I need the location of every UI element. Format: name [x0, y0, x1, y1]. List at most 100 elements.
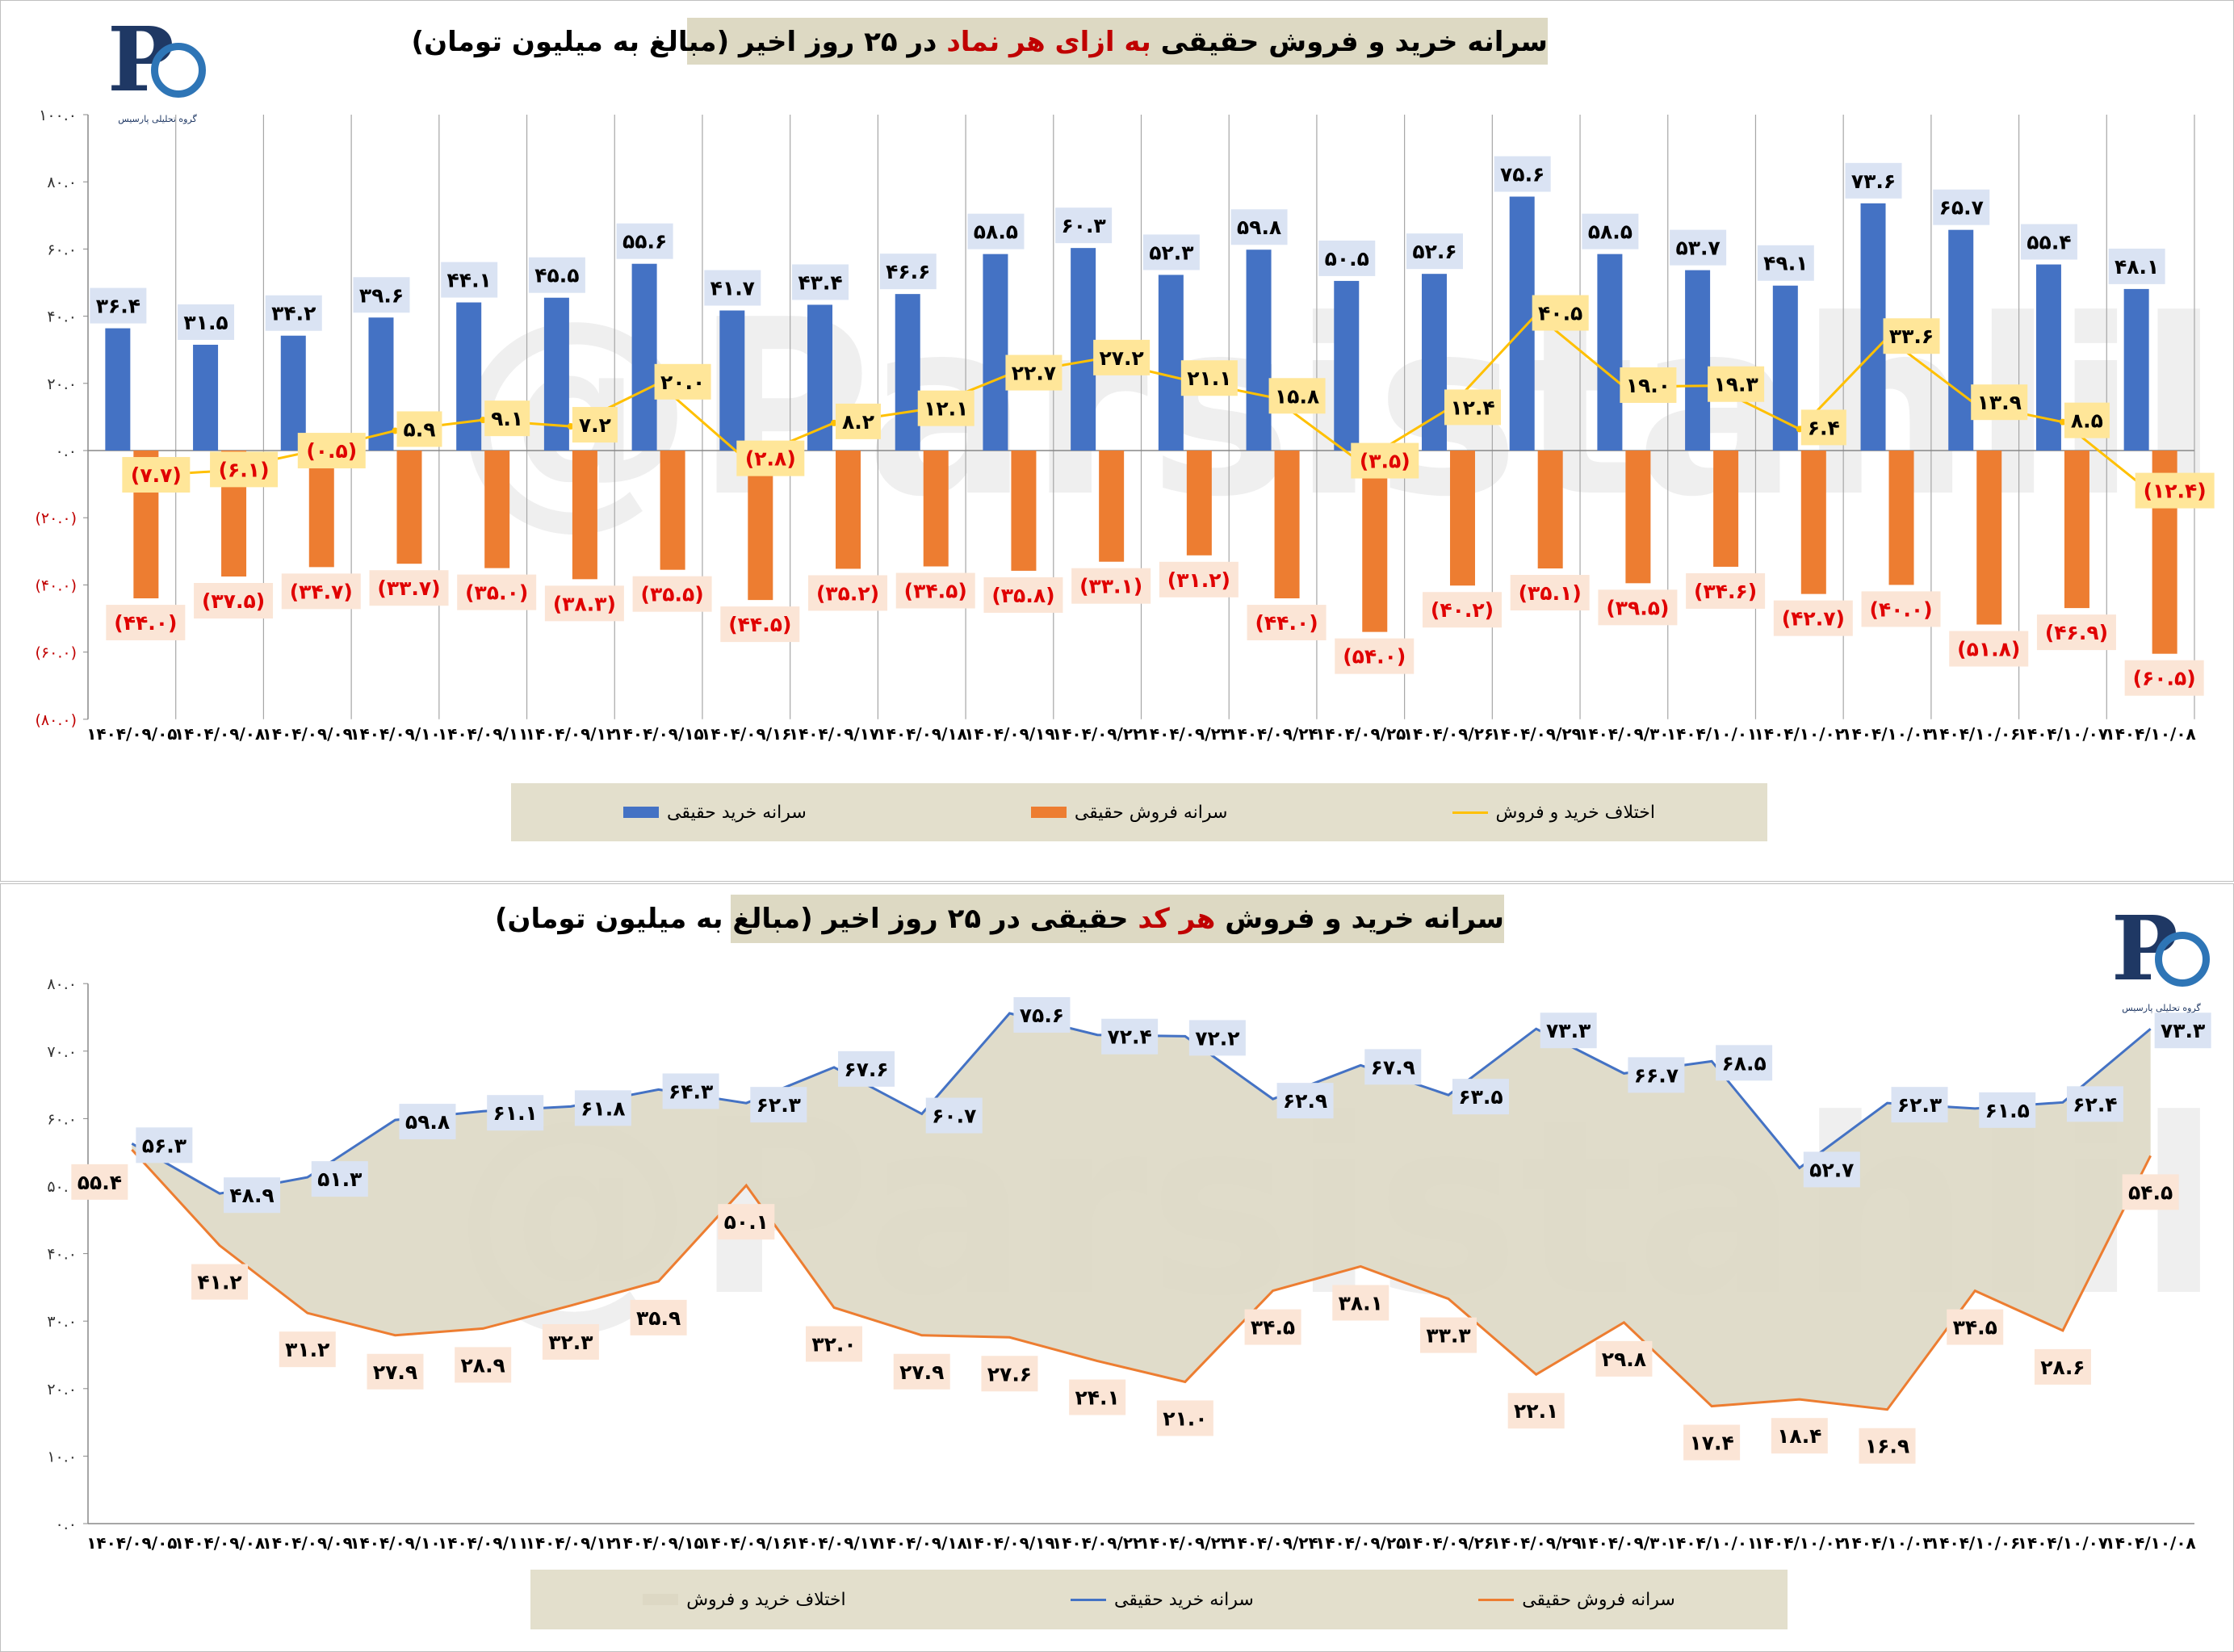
- data-label-diff: ۱۵.۸: [1275, 384, 1319, 408]
- data-label-sell: ۳۲.۳: [548, 1331, 593, 1354]
- data-label-sell-box: [1510, 575, 1590, 611]
- data-label-sell: (۳۴.۶): [1694, 580, 1757, 603]
- data-label-buy: ۵۲.۳: [1149, 241, 1193, 264]
- data-label-buy: ۶۳.۵: [1458, 1085, 1503, 1109]
- data-label-buy-box: [2066, 1086, 2123, 1122]
- legend-swatch-area: [643, 1594, 679, 1605]
- data-label-buy-box: [1230, 209, 1288, 245]
- data-label-sell-box: [981, 1356, 1038, 1392]
- data-label-diff-box: [1971, 384, 2028, 421]
- data-label-diff-box: [654, 363, 711, 400]
- data-label-sell-box: [367, 1353, 424, 1390]
- data-label-diff-box: [917, 390, 974, 426]
- bar-buy: [543, 297, 569, 451]
- y-tick-label: ۲۰.۰: [47, 1381, 77, 1398]
- bar-buy: [631, 263, 657, 451]
- bar-sell: [1186, 451, 1212, 556]
- x-tick-label: ۱۴۰۴/۱۰/۰۶: [1930, 1533, 2020, 1553]
- x-tick-label: ۱۴۰۴/۱۰/۰۷: [2018, 1533, 2108, 1553]
- x-tick-label: ۱۴۰۴/۱۰/۰۲: [1754, 724, 1845, 744]
- data-label-buy-box: [838, 1050, 895, 1087]
- y-tick-label: (۸۰.۰): [36, 711, 77, 729]
- bar-buy: [105, 328, 131, 451]
- legend-label: اختلاف خرید و فروش: [686, 1589, 846, 1610]
- data-label-buy: ۵۸.۵: [974, 220, 1018, 244]
- bar-buy: [1071, 248, 1096, 451]
- y-tick-label: ۰.۰: [56, 1516, 77, 1533]
- data-label-sell: ۳۵.۹: [636, 1306, 681, 1330]
- data-label-sell-box: [895, 572, 975, 609]
- legend-swatch-buy: [1071, 1598, 1106, 1601]
- legend-swatch-diff: [1452, 811, 1488, 814]
- legend-label: اختلاف خرید و فروش: [1495, 802, 1655, 823]
- data-label-sell: (۴۶.۹): [2045, 621, 2108, 644]
- x-tick-label: ۱۴۰۴/۰۹/۱۹: [964, 1533, 1054, 1553]
- data-label-buy-box: [2020, 224, 2077, 260]
- data-label-buy: ۶۱.۱: [493, 1101, 538, 1125]
- x-tick-label: ۱۴۰۴/۱۰/۰۱: [1666, 724, 1757, 744]
- bar-buy: [1948, 229, 1974, 451]
- data-label-buy: ۶۰.۷: [932, 1105, 976, 1128]
- x-tick-label: ۱۴۰۴/۰۹/۳۰: [1578, 724, 1669, 744]
- bar-buy: [1334, 280, 1360, 451]
- title-text: سرانه خرید و فروش حقیقی: [1151, 26, 1548, 58]
- legend-per-code: اختلاف خرید و فروش سرانه خرید حقیقی سران…: [530, 1570, 1788, 1629]
- x-tick-label: ۱۴۰۴/۰۹/۱۶: [701, 724, 791, 744]
- data-label-buy-box: [1757, 245, 1814, 281]
- data-label-diff: ۱۹.۰: [1626, 374, 1670, 397]
- data-label-sell-box: [1071, 568, 1151, 604]
- data-label-buy: ۷۳.۶: [1851, 170, 1896, 193]
- data-label-buy-box: [178, 304, 235, 340]
- data-label-buy-box: [1364, 1049, 1422, 1085]
- data-label-sell-box: [1422, 592, 1502, 628]
- bar-buy: [193, 344, 219, 451]
- bar-sell: [1713, 451, 1739, 567]
- data-label-diff-box: [122, 457, 191, 493]
- data-label-sell: (۳۵.۰): [465, 581, 528, 605]
- title-text: سرانه خرید و فروش: [1215, 903, 1504, 935]
- data-label-sell: ۱۷.۴: [1689, 1432, 1733, 1455]
- y-tick-label: ۳۰.۰: [47, 1313, 77, 1331]
- bar-buy: [983, 254, 1008, 451]
- data-label-sell: ۳۴.۵: [1953, 1316, 1997, 1340]
- x-tick-label: ۱۴۰۴/۱۰/۰۱: [1666, 1533, 1757, 1553]
- data-label-sell: ۳۸.۱: [1339, 1291, 1383, 1314]
- data-label-diff-box: [736, 440, 805, 476]
- bar-buy: [1509, 196, 1535, 451]
- data-label-buy-box: [224, 1177, 281, 1214]
- bar-sell: [484, 451, 510, 568]
- data-label-buy: ۵۰.۵: [1325, 247, 1369, 270]
- data-label-buy: ۳۱.۵: [183, 311, 228, 334]
- data-label-sell: ۲۱.۰: [1163, 1407, 1207, 1430]
- data-label-diff: (۳.۵): [1360, 450, 1410, 473]
- data-label-buy-box: [1452, 1079, 1509, 1115]
- data-label-diff-box: [1351, 442, 1419, 479]
- y-tick-label: ۱۰.۰: [47, 1448, 77, 1465]
- data-label-diff-box: [1180, 360, 1238, 396]
- data-label-sell-box: [544, 585, 624, 622]
- bar-buy: [280, 335, 306, 451]
- bar-sell: [572, 451, 597, 580]
- data-label-buy-box: [1845, 162, 1902, 199]
- x-tick-label: ۱۴۰۴/۰۹/۱۱: [438, 724, 528, 744]
- data-label-diff: (۰.۵): [306, 439, 357, 463]
- bar-buy: [1246, 249, 1272, 451]
- x-tick-label: ۱۴۰۴/۱۰/۰۳: [1842, 1533, 1932, 1553]
- bar-sell: [836, 451, 861, 569]
- data-label-sell-box: [1332, 1285, 1389, 1321]
- bar-sell: [923, 451, 949, 567]
- legend-item-buy: سرانه خرید حقیقی: [1071, 1590, 1254, 1610]
- line-sell: [131, 1148, 2152, 1411]
- data-label-buy-box: [662, 1073, 719, 1109]
- data-label-buy: ۳۶.۴: [96, 295, 140, 318]
- data-label-sell: (۶۰.۵): [2133, 667, 2196, 690]
- data-label-sell: ۲۷.۹: [373, 1361, 417, 1384]
- data-label-buy-box: [136, 1127, 193, 1164]
- data-label-sell: (۴۴.۵): [728, 613, 791, 636]
- data-label-buy: ۵۲.۷: [1809, 1158, 1854, 1181]
- legend-label: سرانه خرید حقیقی: [1114, 1589, 1254, 1610]
- data-label-buy-box: [1188, 1020, 1246, 1056]
- x-tick-label: ۱۴۰۴/۰۹/۲۴: [1227, 724, 1318, 744]
- data-label-diff: ۲۱.۱: [1187, 367, 1231, 390]
